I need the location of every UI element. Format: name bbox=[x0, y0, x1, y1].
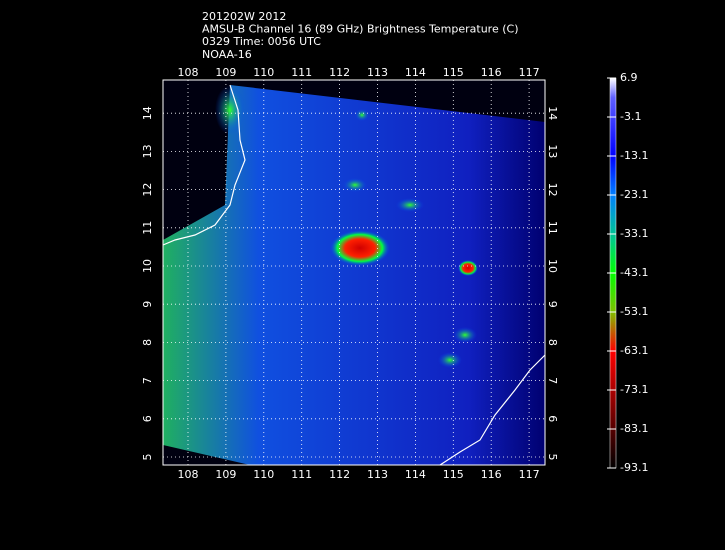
lon-label-bottom: 111 bbox=[291, 468, 312, 481]
title-line: AMSU-B Channel 16 (89 GHz) Brightness Te… bbox=[202, 23, 519, 36]
lat-label-right: 11 bbox=[546, 221, 559, 235]
coastline bbox=[162, 84, 246, 246]
colorbar-label: 6.9 bbox=[620, 71, 638, 84]
colorbar-label: -33.1 bbox=[620, 227, 648, 240]
lat-label-right: 14 bbox=[546, 106, 559, 120]
convection bbox=[330, 230, 390, 266]
lat-label-left: 7 bbox=[141, 377, 154, 384]
lon-label-bottom: 115 bbox=[443, 468, 464, 481]
colorbar-label: -53.1 bbox=[620, 305, 648, 318]
lon-label-bottom: 114 bbox=[405, 468, 426, 481]
lon-label-top: 115 bbox=[443, 66, 464, 79]
swath bbox=[163, 85, 545, 465]
lat-label-left: 10 bbox=[141, 259, 154, 273]
lat-label-right: 12 bbox=[546, 183, 559, 197]
lon-label-top: 117 bbox=[519, 66, 540, 79]
graticule bbox=[163, 80, 545, 465]
colorbar-label: -83.1 bbox=[620, 422, 648, 435]
lon-label-top: 109 bbox=[215, 66, 236, 79]
lon-label-bottom: 113 bbox=[367, 468, 388, 481]
lat-label-left: 11 bbox=[141, 221, 154, 235]
convection bbox=[355, 109, 369, 121]
lon-label-top: 113 bbox=[367, 66, 388, 79]
lon-label-bottom: 110 bbox=[253, 468, 274, 481]
title-line: NOAA-16 bbox=[202, 48, 252, 61]
colorbar-label: -23.1 bbox=[620, 188, 648, 201]
lon-label-bottom: 108 bbox=[178, 468, 199, 481]
title-line: 0329 Time: 0056 UTC bbox=[202, 35, 321, 48]
convection bbox=[396, 198, 424, 212]
lat-label-left: 13 bbox=[141, 144, 154, 158]
coastline bbox=[439, 354, 546, 466]
lon-label-top: 111 bbox=[291, 66, 312, 79]
lon-label-bottom: 109 bbox=[215, 468, 236, 481]
lon-label-bottom: 117 bbox=[519, 468, 540, 481]
lat-label-right: 5 bbox=[546, 454, 559, 461]
title-line: 201202W 2012 bbox=[202, 10, 286, 23]
colorbar-label: -93.1 bbox=[620, 461, 648, 474]
lon-label-top: 110 bbox=[253, 66, 274, 79]
convection bbox=[458, 260, 478, 276]
lat-label-right: 8 bbox=[546, 339, 559, 346]
lat-label-right: 10 bbox=[546, 259, 559, 273]
colorbar-label: -63.1 bbox=[620, 344, 648, 357]
colorbar-label: -3.1 bbox=[620, 110, 641, 123]
lat-label-left: 9 bbox=[141, 301, 154, 308]
lon-label-top: 114 bbox=[405, 66, 426, 79]
lon-label-bottom: 112 bbox=[329, 468, 350, 481]
map-image bbox=[162, 80, 546, 466]
convection bbox=[438, 352, 462, 368]
colorbar-label: -13.1 bbox=[620, 149, 648, 162]
colorbar-label: -43.1 bbox=[620, 266, 648, 279]
lat-label-left: 12 bbox=[141, 183, 154, 197]
lon-label-bottom: 116 bbox=[481, 468, 502, 481]
lat-label-right: 9 bbox=[546, 301, 559, 308]
lat-label-left: 5 bbox=[141, 454, 154, 461]
lat-label-right: 6 bbox=[546, 415, 559, 422]
colorbar-label: -73.1 bbox=[620, 383, 648, 396]
lon-label-top: 116 bbox=[481, 66, 502, 79]
convection bbox=[215, 85, 245, 135]
map-frame bbox=[162, 79, 546, 466]
lon-label-top: 112 bbox=[329, 66, 350, 79]
lat-label-left: 14 bbox=[141, 106, 154, 120]
lat-label-right: 7 bbox=[546, 377, 559, 384]
convection bbox=[343, 178, 367, 192]
lat-label-left: 6 bbox=[141, 415, 154, 422]
convection bbox=[453, 327, 477, 343]
lat-label-right: 13 bbox=[546, 144, 559, 158]
lon-label-top: 108 bbox=[178, 66, 199, 79]
lat-label-left: 8 bbox=[141, 339, 154, 346]
